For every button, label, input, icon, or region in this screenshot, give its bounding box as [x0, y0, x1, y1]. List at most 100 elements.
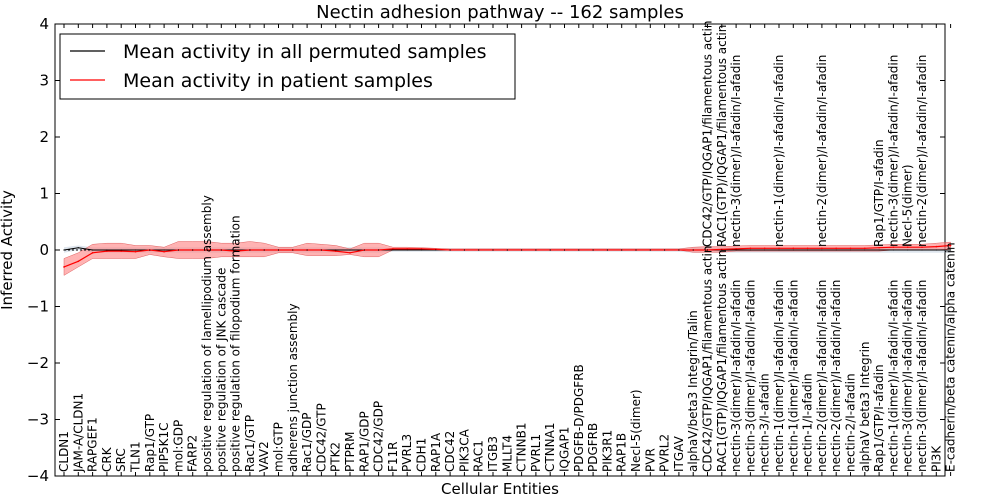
x-category-label: CRK — [100, 446, 114, 472]
x-category-label-upper: CDC42/GTP/IQGAP1/filamentous actin — [701, 21, 715, 247]
patient-point — [749, 247, 752, 250]
x-category-label: alphaV/beta3 Integrin/Talin — [686, 310, 700, 472]
x-category-label: CDC42/GTP — [314, 403, 328, 472]
legend: Mean activity in all permuted samples Me… — [59, 33, 516, 100]
patient-point — [77, 260, 80, 263]
permuted-point — [807, 249, 809, 251]
permuted-point — [749, 249, 752, 251]
x-category-label-upper: nectin-1(dimer)/I-afadin/I-afadin — [772, 55, 786, 247]
x-axis-label: Cellular Entities — [441, 480, 559, 498]
permuted-point — [778, 249, 780, 251]
x-category-label: E-cadherin/beta catenin/alpha catenin — [944, 242, 958, 472]
patient-point — [878, 246, 880, 249]
patient-point — [835, 247, 837, 250]
patient-point — [763, 247, 766, 250]
patient-point — [163, 250, 165, 253]
y-tick-label: 1 — [39, 185, 49, 203]
permuted-point — [735, 249, 737, 251]
permuted-point — [506, 249, 508, 251]
patient-point — [821, 247, 823, 250]
x-category-label: PTK2 — [329, 442, 343, 472]
x-category-label-upper: nectin-3(dimer)/I-afadin/I-afadin — [886, 55, 900, 247]
permuted-point — [378, 249, 380, 251]
permuted-point — [206, 249, 208, 251]
x-category-label: mol:GTP — [272, 422, 286, 472]
y-tick-label: −1 — [27, 298, 49, 316]
x-category-label: PDGFB-D/PDGFRB — [572, 364, 586, 472]
y-tick-label: −2 — [27, 354, 49, 372]
permuted-point — [149, 249, 151, 251]
permuted-point — [864, 249, 866, 251]
x-category-label: CDC42/GDP — [372, 401, 386, 472]
permuted-point — [277, 249, 280, 251]
x-category-label: PVRL3 — [400, 434, 414, 472]
x-category-label: PVR — [643, 448, 657, 472]
patient-point — [120, 250, 122, 252]
permuted-point — [363, 249, 365, 251]
x-category-label: mol:GDP — [171, 420, 185, 472]
x-category-label: nectin-1/I-afadin — [801, 373, 815, 472]
permuted-point — [449, 249, 451, 251]
permuted-point — [521, 249, 523, 251]
permuted-point — [235, 249, 237, 251]
patient-point — [91, 252, 94, 254]
x-category-label: alphaV beta3 Integrin — [858, 341, 872, 472]
permuted-point — [306, 249, 308, 251]
x-category-label: RAP1B — [615, 433, 629, 472]
permuted-point — [63, 249, 65, 251]
plot-area: −4 −3 −2 −1 0 1 2 3 4 CLDN1 JAM-A/CLDN1 RAPGEF1 CRK S… — [27, 15, 958, 485]
permuted-point — [463, 249, 465, 251]
chart-title: Nectin adhesion pathway -- 162 samples — [316, 2, 684, 23]
x-category-label: nectin-2(dimer)/I-afadin/I-afadin — [829, 280, 843, 472]
legend-permuted-label: Mean activity in all permuted samples — [123, 41, 486, 63]
permuted-point — [320, 249, 322, 251]
permuted-point — [649, 249, 651, 251]
x-category-label: PVRL2 — [658, 434, 672, 472]
y-tick-label: 0 — [39, 241, 49, 259]
permuted-point — [163, 249, 165, 251]
patient-point — [406, 248, 409, 250]
permuted-point — [921, 249, 923, 251]
x-category-label: nectin-1(dimer)/I-afadin/I-afadin — [886, 280, 900, 472]
permuted-point — [420, 249, 423, 251]
permuted-point — [106, 249, 108, 251]
permuted-point — [635, 249, 637, 251]
permuted-point — [764, 249, 766, 251]
patient-point — [349, 252, 351, 254]
permuted-point — [134, 249, 137, 251]
patient-point — [392, 248, 394, 250]
x-category-label-upper: RAC1(GTP)/IQGAP1/filamentous actin — [715, 25, 729, 247]
permuted-point — [692, 249, 694, 251]
x-category-label: Rac1/GTP — [243, 415, 257, 472]
x-category-label: ITGB3 — [486, 436, 500, 472]
legend-box — [59, 33, 516, 100]
x-category-label: RAP1A — [429, 432, 443, 472]
patient-point — [864, 247, 866, 250]
x-category-label: PIP5K1C — [157, 422, 171, 472]
x-category-label: nectin-1(dimer)/I-afadin/I-afadin — [772, 280, 786, 472]
x-category-label: MLLT4 — [500, 435, 514, 472]
x-category-label: PDGFRB — [586, 423, 600, 472]
x-category-label: CLDN1 — [57, 431, 71, 472]
patient-point — [906, 246, 909, 248]
permuted-point — [950, 249, 952, 251]
y-axis-label: Inferred Activity — [0, 190, 16, 310]
x-category-label: PIK3R1 — [600, 430, 614, 472]
patient-point — [106, 250, 108, 252]
patient-point — [778, 247, 780, 250]
x-category-label-upper: nectin-3(dimer)/I-afadin/I-afadin — [729, 55, 743, 247]
patient-point — [334, 250, 337, 252]
patient-point — [420, 248, 423, 250]
patient-point — [849, 247, 852, 250]
x-category-label: nectin-3(dimer)/I-afadin/I-afadin — [901, 280, 915, 472]
permuted-point — [349, 249, 351, 251]
x-category-label: Rap1/GTP/I-afadin — [872, 364, 886, 472]
x-category-label: CTNNA1 — [543, 422, 557, 472]
permuted-point — [406, 249, 408, 251]
patient-point — [735, 248, 737, 250]
x-category-label: PI3K — [929, 445, 943, 472]
permuted-point — [478, 249, 480, 251]
x-category-label: CDH1 — [415, 438, 429, 472]
patient-point — [949, 244, 952, 247]
x-category-label-upper: nectin-2(dimer)/I-afadin/I-afadin — [815, 55, 829, 247]
